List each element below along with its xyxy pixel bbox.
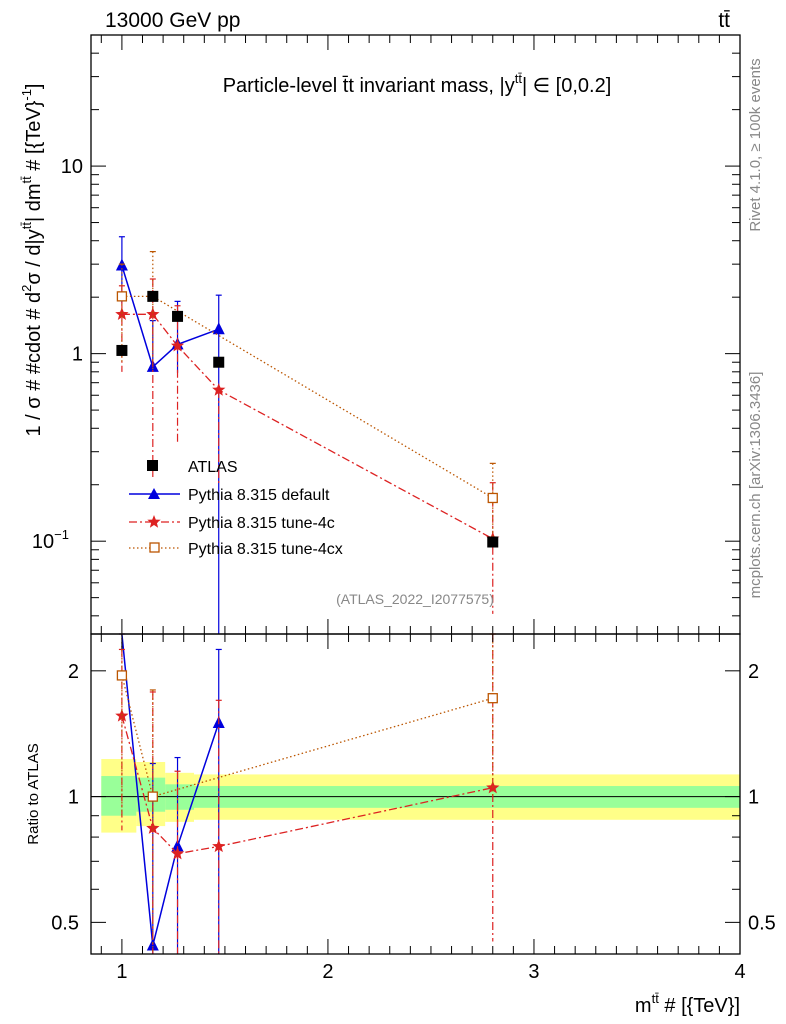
analysis-watermark: (ATLAS_2022_I2077575) <box>336 591 494 607</box>
main-series-tune4c <box>115 278 500 614</box>
ratio-point-tune4c <box>212 839 226 853</box>
ratio-panel: 0.5 0.5 1 1 2 2 1 2 3 4 Ratio to ATLAS mtt̄ # [{T… <box>25 633 776 1017</box>
legend-marker-default <box>148 488 160 499</box>
main-point-tune4c <box>170 338 185 352</box>
main-point-atlas <box>213 356 225 368</box>
x-axis-label: mtt̄ # [{TeV}] <box>635 991 740 1017</box>
ratio-uncertainty-bands <box>101 759 740 833</box>
main-point-atlas <box>172 310 184 322</box>
main-line-default <box>121 265 219 369</box>
main-point-tune4cx <box>116 291 128 302</box>
main-ticks: 10 1 10−1 <box>32 34 741 634</box>
ratio-ticks: 0.5 0.5 1 1 2 2 1 2 3 4 <box>51 634 776 983</box>
legend: ATLAS Pythia 8.315 default Pythia 8.315 … <box>129 459 343 558</box>
legend-marker-tune4c <box>147 515 161 528</box>
ratio-y-axis-label: Ratio to ATLAS <box>25 743 42 844</box>
main-y-tick-label: 10 <box>61 156 83 178</box>
legend-marker-tune4cx <box>149 542 160 553</box>
ratio-line-default <box>121 633 220 946</box>
mcplots-text: mcplots.cern.ch [arXiv:1306.3436] <box>747 372 764 599</box>
main-point-default <box>212 322 225 335</box>
header-left: 13000 GeV pp <box>105 9 240 32</box>
main-point-tune4cx <box>487 492 498 504</box>
x-tick-label: 4 <box>734 961 745 983</box>
ratio-point-tune4c <box>146 821 160 834</box>
main-point-atlas <box>116 344 128 356</box>
ratio-y-tick-label-left: 0.5 <box>51 912 79 934</box>
ratio-y-tick-label-right: 1 <box>748 787 759 809</box>
ratio-point-tune4cx <box>116 670 128 681</box>
main-point-tune4c <box>146 307 160 320</box>
ratio-series <box>115 633 500 954</box>
ratio-band-inner <box>101 776 137 816</box>
legend-label-tune4cx: Pythia 8.315 tune-4cx <box>188 541 343 558</box>
main-y-tick-label: 1 <box>72 344 83 366</box>
legend-label-default: Pythia 8.315 default <box>188 487 330 504</box>
main-series-atlas <box>116 290 499 548</box>
main-point-atlas <box>147 290 159 302</box>
header-right: tt̄ <box>718 9 730 32</box>
main-series <box>115 236 500 634</box>
legend-marker-atlas <box>147 460 158 471</box>
x-tick-label: 3 <box>528 961 539 983</box>
ratio-point-tune4cx <box>147 791 158 802</box>
main-point-tune4c <box>212 383 226 396</box>
legend-label-atlas: ATLAS <box>188 459 238 476</box>
main-title: Particle-level t̄t invariant mass, |ytt̄… <box>223 71 612 97</box>
ratio-point-default <box>171 839 184 852</box>
ratio-y-tick-label-right: 0.5 <box>748 912 776 934</box>
rivet-version-text: Rivet 4.1.0, ≥ 100k events <box>747 58 764 231</box>
ratio-y-tick-label-left: 2 <box>68 661 79 683</box>
ratio-series-tune4cx <box>116 633 498 954</box>
x-tick-label: 2 <box>322 961 333 983</box>
legend-label-tune4c: Pythia 8.315 tune-4c <box>188 515 335 532</box>
ratio-y-tick-label-right: 2 <box>748 661 759 683</box>
ratio-frame <box>90 633 741 955</box>
ratio-y-tick-label-left: 1 <box>68 787 79 809</box>
main-y-tick-label: 10−1 <box>32 527 69 553</box>
main-y-axis-label: 1 / σ # #cdot # d2σ / d|ytt̄| dmtt̄ # [{… <box>19 83 45 436</box>
x-tick-label: 1 <box>116 961 127 983</box>
main-series-default <box>115 236 225 634</box>
main-point-atlas <box>487 536 499 548</box>
main-panel: 10 1 10−1 Particle-level t̄t invariant mas… <box>19 34 741 635</box>
ratio-point-tune4c <box>170 846 185 860</box>
ratio-point-tune4cx <box>487 693 498 704</box>
